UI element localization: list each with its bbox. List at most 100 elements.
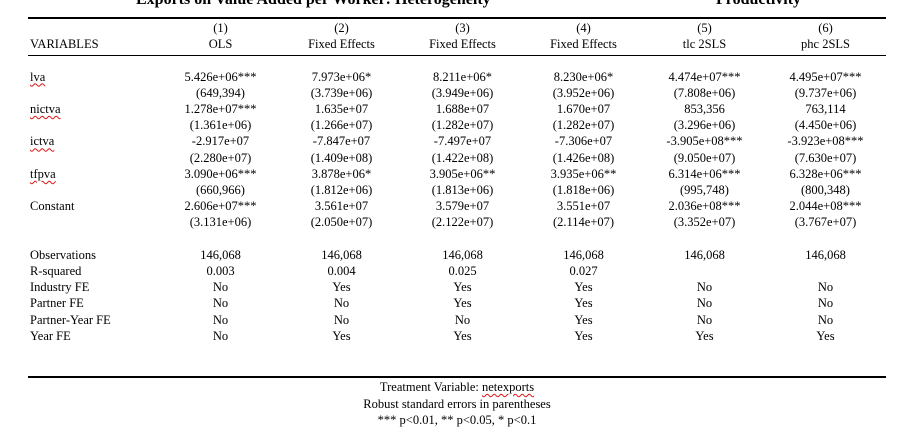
stat-cell: Yes bbox=[816, 328, 835, 343]
table-title: Exports on Value Added per Worker: Heter… bbox=[0, 0, 914, 8]
standard-error-cell: (3.352e+07) bbox=[673, 215, 736, 230]
coefficient-cell: 8.230e+06* bbox=[553, 69, 614, 84]
coefficient-row: tfpva 3.090e+06*** 3.878e+06* 3.905e+06** 3.… bbox=[28, 166, 886, 182]
variable-name: nictva bbox=[30, 102, 61, 116]
stat-cell: 0.027 bbox=[569, 264, 598, 279]
standard-error-cell: (3.296e+06) bbox=[673, 118, 736, 133]
standard-error-cell: (1.409e+08) bbox=[310, 150, 373, 165]
standard-error-cell: (1.282e+07) bbox=[431, 118, 494, 133]
stat-cell: Yes bbox=[332, 280, 351, 295]
stat-cell: 146,068 bbox=[200, 247, 241, 262]
stat-label: R-squared bbox=[30, 264, 82, 279]
standard-error-cell: (1.812e+06) bbox=[310, 183, 373, 198]
standard-error-cell: (1.813e+06) bbox=[431, 183, 494, 198]
column-number: (2) bbox=[334, 21, 349, 35]
coefficient-row: Constant 2.606e+07*** 3.561e+07 3.579e+07 3.… bbox=[28, 198, 886, 214]
stat-cell: 0.025 bbox=[448, 264, 477, 279]
standard-error-row: (3.131e+06) (2.050e+07) (2.122e+07) (2.114e… bbox=[28, 214, 886, 230]
header-model-row: VARIABLES OLS Fixed Effects Fixed Effect… bbox=[28, 36, 886, 52]
header-rule bbox=[28, 55, 886, 56]
standard-error-cell: (7.808e+06) bbox=[673, 85, 736, 100]
coefficient-cell: 7.973e+06* bbox=[311, 69, 372, 84]
empty-label-cell bbox=[28, 117, 160, 133]
coefficient-cell: 8.211e+06* bbox=[432, 69, 492, 84]
coefficient-cell: 1.670e+07 bbox=[556, 102, 611, 116]
stat-label: Partner FE bbox=[30, 296, 84, 311]
stat-cell bbox=[644, 263, 765, 279]
empty-label-cell bbox=[28, 182, 160, 198]
stat-cell: 146,068 bbox=[563, 247, 604, 262]
standard-error-cell: (3.739e+06) bbox=[310, 85, 373, 100]
standard-error-cell: (1.266e+07) bbox=[310, 118, 373, 133]
column-model: Fixed Effects bbox=[550, 37, 617, 52]
standard-error-cell: (9.050e+07) bbox=[673, 150, 736, 165]
stat-cell: Yes bbox=[453, 328, 472, 343]
coefficient-cell: -7.847e+07 bbox=[312, 134, 371, 149]
stat-row: Industry FE No Yes Yes Yes No No bbox=[28, 279, 886, 295]
column-model: Fixed Effects bbox=[429, 37, 496, 52]
stat-cell: Yes bbox=[453, 280, 472, 295]
column-number: (3) bbox=[455, 21, 470, 35]
column-number: (6) bbox=[818, 21, 833, 35]
coefficient-cell: 2.036e+08*** bbox=[668, 199, 741, 214]
regression-table: (1) (2) (3) (4) (5) (6) VARIABLES OLS Fi… bbox=[28, 20, 886, 344]
stat-cell: No bbox=[212, 328, 229, 343]
stat-label: Partner-Year FE bbox=[30, 312, 111, 327]
empty-label-cell bbox=[28, 150, 160, 166]
stat-row: Partner-Year FE No No No Yes No No bbox=[28, 312, 886, 328]
standard-error-cell: (800,348) bbox=[801, 183, 850, 198]
stat-label: Year FE bbox=[30, 328, 71, 343]
coefficient-cell: 3.551e+07 bbox=[556, 199, 611, 214]
stat-cell bbox=[765, 263, 886, 279]
column-number: (4) bbox=[576, 21, 591, 35]
stat-cell: 146,068 bbox=[805, 247, 846, 262]
standard-error-row: (660,966) (1.812e+06) (1.813e+06) (1.818e+0… bbox=[28, 182, 886, 198]
stat-cell: Yes bbox=[574, 312, 593, 327]
header-number-row: (1) (2) (3) (4) (5) (6) bbox=[28, 20, 886, 36]
stat-row: Partner FE No No Yes Yes No No bbox=[28, 295, 886, 311]
stat-cell: No bbox=[817, 280, 834, 295]
stat-cell: No bbox=[454, 312, 471, 327]
coefficient-cell: 1.278e+07*** bbox=[184, 102, 257, 116]
significance-note: *** p<0.01, ** p<0.05, * p<0.1 bbox=[377, 413, 537, 427]
standard-error-cell: (9.737e+06) bbox=[794, 85, 857, 100]
stat-cell: No bbox=[212, 296, 229, 311]
coefficient-cell: -3.905e+08*** bbox=[666, 134, 743, 149]
standard-error-cell: (2.122e+07) bbox=[431, 215, 494, 230]
stat-cell: No bbox=[696, 280, 713, 295]
standard-error-cell: (7.630e+07) bbox=[794, 150, 857, 165]
standard-error-cell: (3.949e+06) bbox=[431, 85, 494, 100]
stat-cell: 146,068 bbox=[442, 247, 483, 262]
variable-label: nictva bbox=[28, 101, 160, 117]
stat-cell: Yes bbox=[574, 296, 593, 311]
coefficient-row: nictva 1.278e+07*** 1.635e+07 1.688e+07 1.67… bbox=[28, 101, 886, 117]
stat-cell: Yes bbox=[695, 328, 714, 343]
standard-error-row: (649,394) (3.739e+06) (3.949e+06) (3.952e+0… bbox=[28, 85, 886, 101]
variables-heading: VARIABLES bbox=[30, 37, 99, 52]
coefficient-cell: 3.935e+06** bbox=[550, 166, 617, 181]
stat-cell: Yes bbox=[574, 280, 593, 295]
coefficient-cell: 1.688e+07 bbox=[435, 102, 490, 116]
coefficient-cell: 3.090e+06*** bbox=[184, 166, 257, 181]
standard-error-cell: (3.952e+06) bbox=[552, 85, 615, 100]
stat-row: R-squared 0.003 0.004 0.025 0.027 bbox=[28, 263, 886, 279]
stat-cell: No bbox=[212, 312, 229, 327]
standard-error-cell: (2.050e+07) bbox=[310, 215, 373, 230]
column-model: tlc 2SLS bbox=[682, 37, 727, 52]
stat-row: Year FE No Yes Yes Yes Yes Yes bbox=[28, 328, 886, 344]
stat-cell: Yes bbox=[574, 328, 593, 343]
coefficient-cell: -2.917e+07 bbox=[191, 134, 250, 149]
coefficient-cell: 3.561e+07 bbox=[314, 199, 369, 214]
stat-cell: No bbox=[817, 296, 834, 311]
standard-error-row: (1.361e+06) (1.266e+07) (1.282e+07) (1.282e… bbox=[28, 117, 886, 133]
coefficient-cell: 2.606e+07*** bbox=[184, 199, 257, 214]
coefficient-cell: 6.328e+06*** bbox=[789, 166, 862, 181]
variable-label: tfpva bbox=[28, 166, 160, 182]
treatment-prefix: Treatment Variable: bbox=[379, 380, 482, 394]
coefficient-cell: 2.044e+08*** bbox=[789, 199, 862, 214]
variable-label: ictva bbox=[28, 133, 160, 149]
header-empty-cell bbox=[28, 20, 160, 36]
coefficient-cell: 763,114 bbox=[805, 102, 846, 116]
standard-error-cell: (2.114e+07) bbox=[552, 215, 615, 230]
spacer-row bbox=[28, 231, 886, 247]
